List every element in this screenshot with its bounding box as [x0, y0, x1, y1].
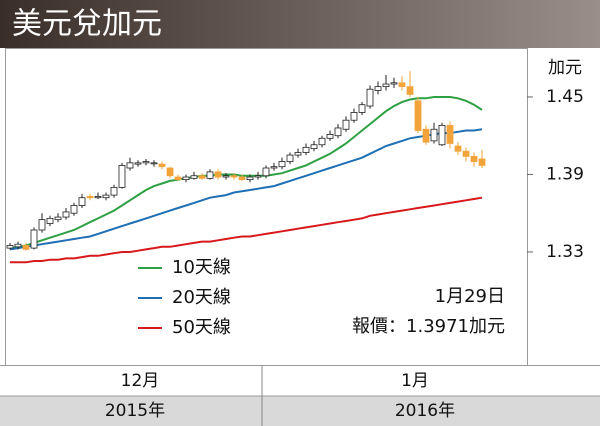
candle-body	[62, 211, 70, 218]
candle-body	[206, 171, 214, 179]
candle-body	[238, 176, 246, 181]
candle-body	[446, 124, 454, 144]
candle-body	[6, 245, 14, 249]
chart-title: 美元兌加元	[12, 7, 162, 42]
candle-body	[150, 162, 158, 165]
candle-body	[406, 86, 414, 95]
candle-body	[462, 150, 470, 157]
year-band	[0, 396, 600, 426]
candle-body	[246, 176, 254, 181]
candle-body	[46, 217, 54, 224]
candle-body	[30, 229, 38, 249]
month-label: 1月	[401, 371, 429, 391]
candle-body	[230, 175, 238, 178]
candle-body	[158, 163, 166, 168]
candle-body	[342, 119, 350, 130]
legend-label: 10天線	[172, 257, 231, 278]
date-annotation: 1月29日	[435, 286, 505, 307]
candle-body	[326, 134, 334, 139]
candle-body	[102, 194, 110, 199]
candle-body	[422, 128, 430, 143]
legend-label: 50天線	[172, 317, 231, 338]
candle-body	[166, 167, 174, 177]
y-tick-label: 1.33	[546, 242, 584, 262]
price-annotation: 報價：1.3971加元	[352, 316, 505, 337]
candle-body	[22, 245, 30, 250]
candle-body	[454, 145, 462, 152]
candle-body	[270, 166, 278, 169]
candle-body	[142, 161, 150, 164]
candle-body	[302, 146, 310, 153]
candle-body	[110, 186, 118, 196]
month-label: 12月	[121, 371, 160, 391]
candle-body	[470, 155, 478, 162]
candle-body	[54, 216, 62, 221]
candle-body	[86, 196, 94, 199]
candle-body	[430, 128, 438, 142]
candle-body	[334, 127, 342, 137]
candle-body	[254, 175, 262, 178]
candle-body	[78, 197, 86, 206]
candle-body	[374, 86, 382, 91]
title-bar	[0, 0, 600, 48]
legend-label: 20天線	[172, 287, 231, 308]
candle-body	[222, 175, 230, 178]
candle-body	[38, 219, 46, 231]
candle-body	[390, 82, 398, 85]
candle-body	[262, 167, 270, 177]
candle-body	[214, 171, 222, 178]
candle-body	[350, 112, 358, 121]
year-label: 2015年	[105, 401, 165, 421]
candle-body	[438, 124, 446, 146]
candle-body	[190, 175, 198, 179]
candle-body	[318, 137, 326, 146]
candle-body	[182, 176, 190, 181]
y-tick-label: 1.39	[546, 164, 584, 184]
candle-body	[414, 100, 422, 131]
candle-body	[174, 176, 182, 181]
candle-body	[134, 162, 142, 165]
moving-average-line	[9, 96, 483, 250]
candle-body	[294, 152, 302, 156]
candle-body	[198, 175, 206, 179]
candle-body	[478, 158, 486, 166]
candle-body	[118, 165, 126, 188]
candle-body	[358, 104, 366, 113]
candle-body	[14, 243, 22, 248]
y-axis-label: 加元	[548, 58, 582, 78]
candle-body	[126, 162, 134, 169]
moving-average-line	[10, 196, 483, 264]
candle-body	[310, 144, 318, 150]
candle-body	[286, 154, 294, 162]
candle-body	[398, 82, 406, 88]
moving-average-line	[9, 128, 483, 251]
y-tick-label: 1.45	[546, 87, 584, 107]
candle-body	[382, 83, 390, 88]
candle-body	[366, 88, 374, 107]
candle-body	[70, 205, 78, 214]
candle-body	[94, 196, 102, 199]
year-label: 2016年	[395, 401, 455, 421]
candle-body	[278, 161, 286, 168]
